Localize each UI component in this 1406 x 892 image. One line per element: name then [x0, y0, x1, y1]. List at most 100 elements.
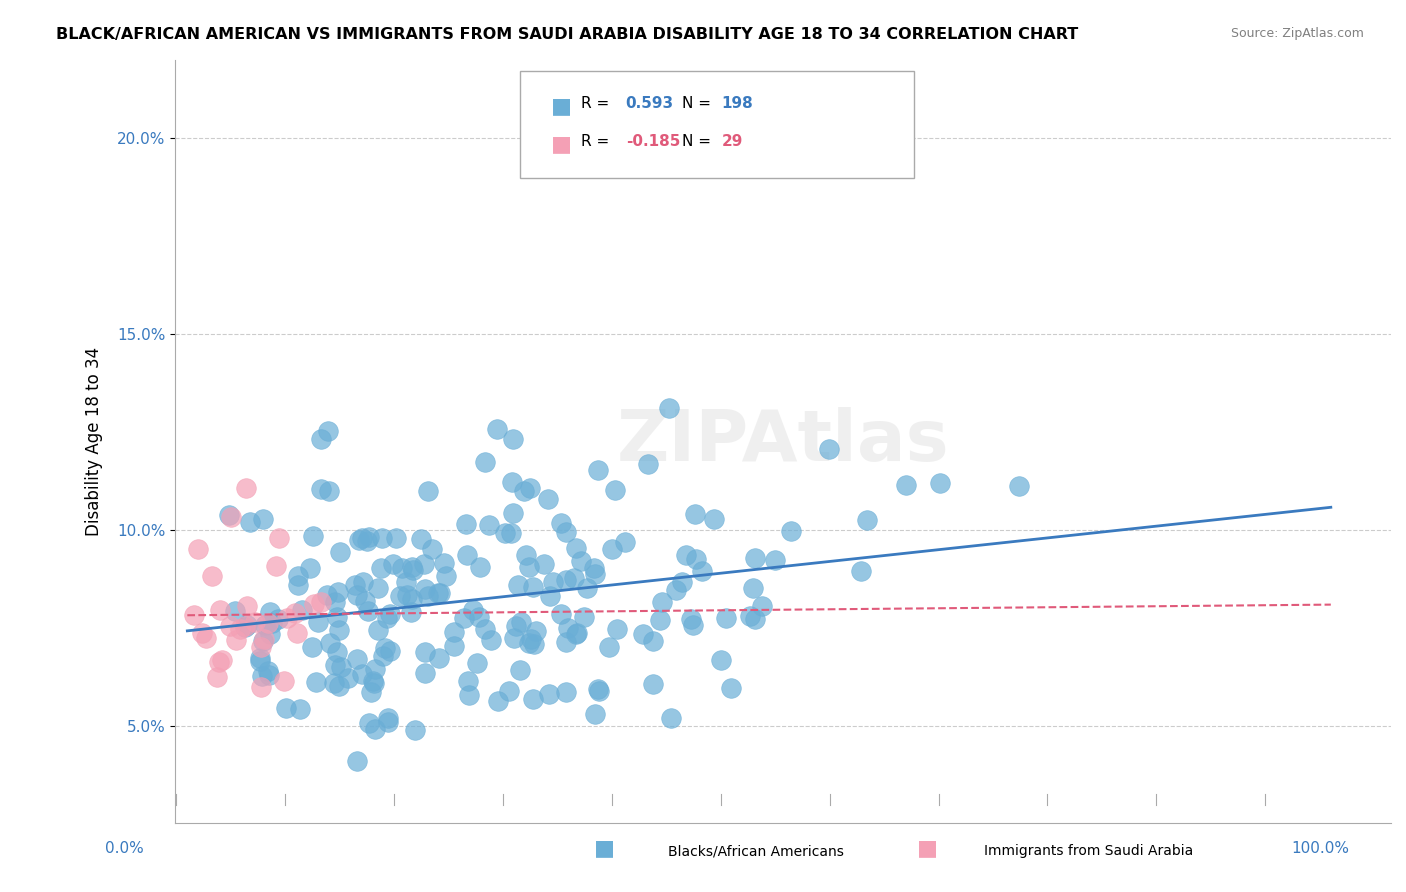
Point: [457, 673, 479, 688]
Point: [302, 597, 325, 611]
Point: [420, 541, 443, 556]
Point: [550, 607, 572, 621]
Point: [502, 506, 524, 520]
Point: [564, 627, 586, 641]
Point: [399, 605, 422, 619]
Point: [307, 615, 329, 629]
Point: [412, 557, 434, 571]
Point: [323, 595, 346, 609]
Point: [389, 589, 412, 603]
Point: [352, 574, 374, 589]
Point: [849, 564, 872, 578]
Point: [457, 688, 479, 702]
Point: [316, 424, 339, 438]
Point: [201, 568, 224, 582]
Point: [744, 551, 766, 566]
Point: [488, 694, 510, 708]
Point: [522, 580, 544, 594]
Point: [259, 627, 281, 641]
Point: [501, 475, 523, 489]
Point: [267, 531, 290, 545]
Point: [236, 599, 259, 614]
Point: [311, 594, 333, 608]
Point: [391, 561, 413, 575]
Point: [478, 518, 501, 533]
Text: 198: 198: [721, 96, 754, 112]
Point: [685, 552, 707, 566]
Point: [302, 529, 325, 543]
Point: [252, 669, 274, 683]
Point: [929, 475, 952, 490]
Point: [309, 432, 332, 446]
Point: [346, 652, 368, 666]
Point: [524, 624, 547, 638]
Point: [309, 482, 332, 496]
Point: [401, 591, 423, 606]
Point: [374, 641, 396, 656]
Point: [588, 463, 610, 477]
Point: [328, 624, 350, 638]
Point: [583, 567, 606, 582]
Point: [520, 632, 543, 647]
Point: [575, 582, 598, 596]
Point: [218, 619, 240, 633]
Point: [720, 681, 742, 695]
Text: 29: 29: [721, 134, 742, 149]
Point: [318, 484, 340, 499]
Point: [195, 632, 218, 646]
Point: [287, 578, 309, 592]
Point: [191, 626, 214, 640]
Point: [371, 648, 394, 663]
Y-axis label: Disability Age 18 to 34: Disability Age 18 to 34: [86, 347, 103, 536]
Point: [318, 636, 340, 650]
Point: [586, 681, 609, 696]
Point: [354, 594, 377, 608]
Point: [643, 677, 665, 691]
Point: [510, 615, 533, 630]
Point: [367, 581, 389, 595]
Text: 0.593: 0.593: [626, 96, 673, 112]
Point: [896, 478, 918, 492]
Point: [349, 533, 371, 547]
Point: [229, 622, 252, 636]
Point: [219, 509, 242, 524]
Point: [714, 611, 737, 625]
Point: [637, 457, 659, 471]
Point: [710, 653, 733, 667]
Point: [323, 658, 346, 673]
Text: -0.185: -0.185: [626, 134, 681, 149]
Point: [855, 513, 877, 527]
Point: [474, 455, 496, 469]
Point: [326, 645, 349, 659]
Point: [763, 552, 786, 566]
Point: [671, 574, 693, 589]
Point: [288, 701, 311, 715]
Point: [742, 582, 765, 596]
Point: [522, 691, 544, 706]
Point: [501, 525, 523, 540]
Point: [509, 663, 531, 677]
Point: [224, 604, 246, 618]
Point: [582, 560, 605, 574]
Point: [651, 595, 673, 609]
Point: [245, 615, 267, 629]
Point: [427, 651, 450, 665]
Point: [519, 481, 541, 495]
Text: R =: R =: [581, 96, 619, 112]
Point: [402, 563, 425, 577]
Point: [207, 656, 229, 670]
Point: [418, 483, 440, 498]
Point: [434, 569, 457, 583]
Point: [211, 653, 233, 667]
Point: [377, 714, 399, 729]
Text: ■: ■: [551, 96, 572, 116]
Point: [502, 432, 524, 446]
Point: [285, 625, 308, 640]
Point: [257, 616, 280, 631]
Point: [371, 531, 394, 545]
Point: [456, 549, 478, 563]
Point: [253, 617, 276, 632]
Point: [207, 670, 229, 684]
Point: [291, 603, 314, 617]
Point: [382, 558, 405, 572]
